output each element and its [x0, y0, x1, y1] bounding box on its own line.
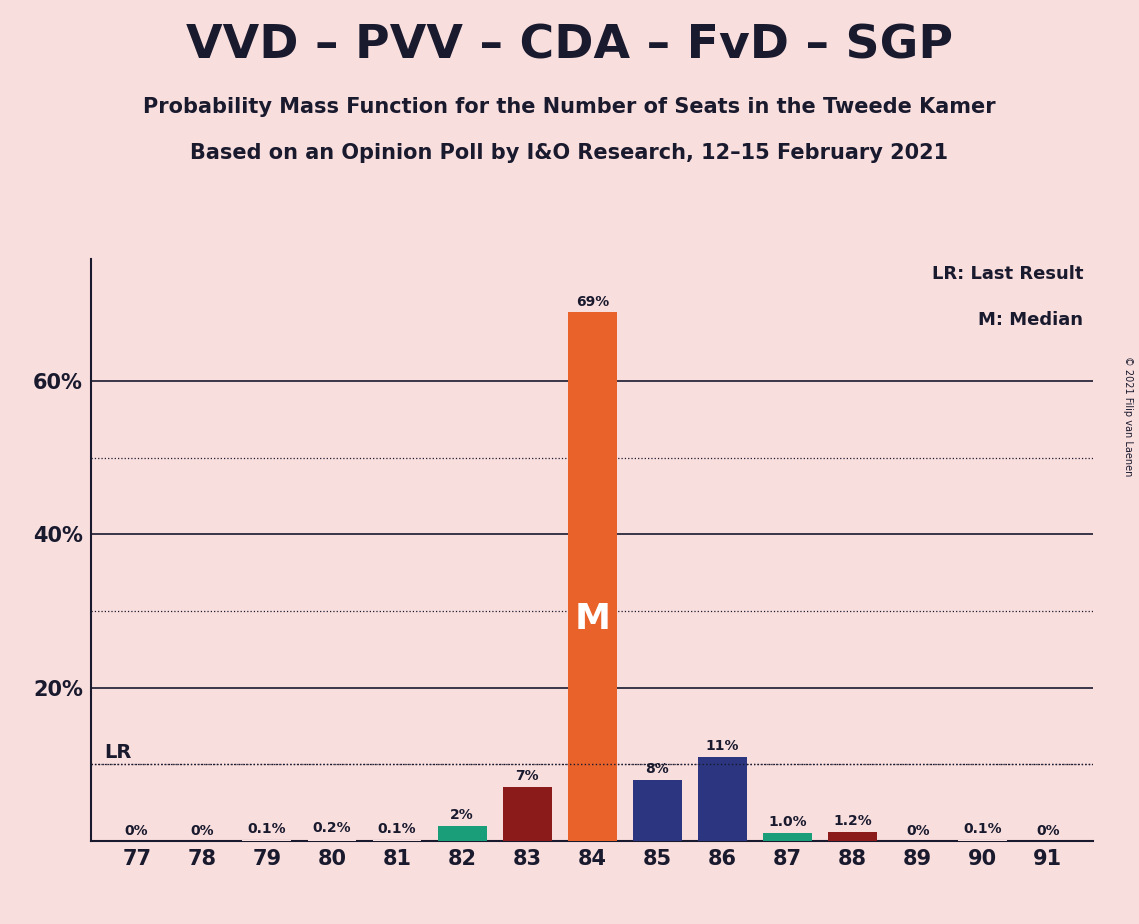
Text: 69%: 69% [575, 295, 609, 309]
Text: Based on an Opinion Poll by I&O Research, 12–15 February 2021: Based on an Opinion Poll by I&O Research… [190, 143, 949, 164]
Text: M: M [574, 602, 611, 636]
Text: © 2021 Filip van Laenen: © 2021 Filip van Laenen [1123, 356, 1133, 476]
Bar [698, 757, 747, 841]
Text: 0.1%: 0.1% [964, 822, 1002, 836]
Text: Probability Mass Function for the Number of Seats in the Tweede Kamer: Probability Mass Function for the Number… [144, 97, 995, 117]
Text: 11%: 11% [706, 739, 739, 753]
Text: LR: LR [104, 743, 131, 762]
Bar [437, 825, 486, 841]
Text: 0%: 0% [1036, 824, 1059, 838]
Text: VVD – PVV – CDA – FvD – SGP: VVD – PVV – CDA – FvD – SGP [186, 23, 953, 68]
Text: 0%: 0% [906, 824, 929, 838]
Bar [568, 312, 616, 841]
Bar [763, 833, 812, 841]
Text: 2%: 2% [450, 808, 474, 821]
Text: 0%: 0% [125, 824, 148, 838]
Text: 0.2%: 0.2% [312, 821, 351, 835]
Text: 0.1%: 0.1% [378, 822, 417, 836]
Text: 7%: 7% [515, 770, 539, 784]
Text: 8%: 8% [646, 761, 670, 776]
Text: 1.2%: 1.2% [834, 814, 872, 828]
Bar [633, 780, 682, 841]
Text: LR: Last Result: LR: Last Result [932, 264, 1083, 283]
Bar [502, 787, 551, 841]
Text: 0.1%: 0.1% [247, 822, 286, 836]
Bar [828, 832, 877, 841]
Bar [308, 839, 357, 841]
Text: M: Median: M: Median [978, 311, 1083, 329]
Text: 1.0%: 1.0% [768, 815, 806, 830]
Text: 0%: 0% [190, 824, 214, 838]
